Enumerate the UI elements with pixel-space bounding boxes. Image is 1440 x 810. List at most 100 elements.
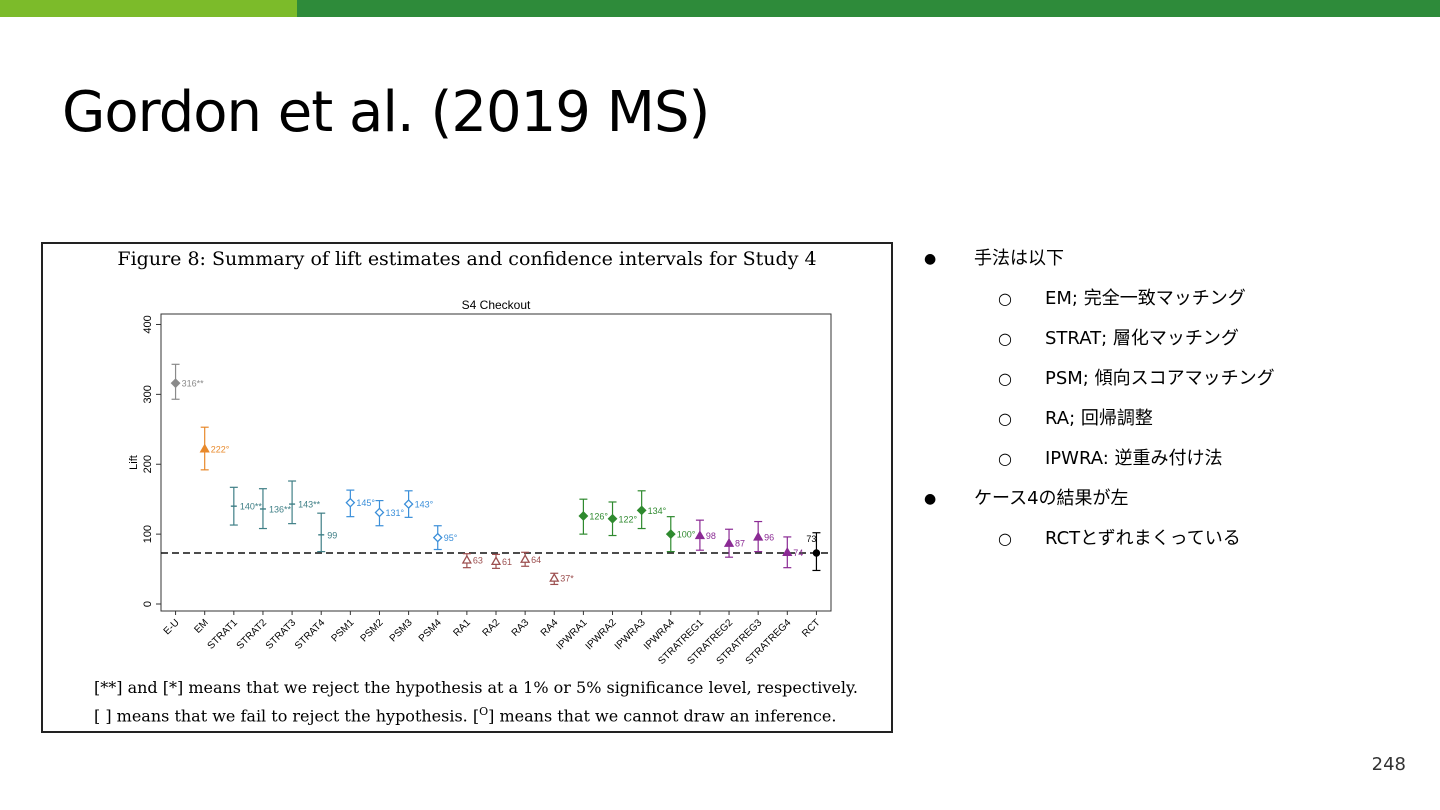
data-label: 73 (806, 534, 816, 544)
y-axis-label: Lift (128, 455, 140, 470)
sub-bullet-circle-icon: ○ (998, 369, 1012, 388)
page-number: 248 (1371, 754, 1406, 775)
point-marker (490, 556, 502, 566)
data-label: 95° (444, 533, 458, 543)
bullet-text: 手法は以下 (974, 248, 1064, 269)
point-marker (812, 549, 821, 557)
sub-bullet-text: RCTとずれまくっている (1045, 528, 1241, 549)
x-tick-label: RA3 (510, 617, 532, 639)
x-tick-label: RCT (800, 617, 822, 639)
sub-bullet-item: ○ RCTとずれまくっている (920, 524, 1420, 564)
data-label: 222° (211, 444, 230, 454)
bullet-text: ケース4の結果が左 (974, 488, 1129, 509)
figure-panel: Figure 8: Summary of lift estimates and … (41, 242, 893, 733)
point-marker (694, 530, 706, 540)
x-tick-label: E-U (162, 617, 182, 637)
point-marker (549, 572, 560, 582)
bullet-dot-icon: ● (924, 251, 937, 267)
point-marker (374, 507, 385, 518)
x-tick-label: STRAT3 (264, 617, 299, 652)
x-tick-label: STRAT1 (206, 617, 241, 652)
sub-bullet-text: PSM; 傾向スコアマッチング (1045, 368, 1275, 389)
sub-bullet-circle-icon: ○ (998, 329, 1012, 348)
sub-bullet-circle-icon: ○ (998, 529, 1012, 548)
figure-note-inference-sup: O (479, 705, 489, 718)
data-label: 131° (385, 508, 404, 518)
point-marker (520, 553, 531, 563)
x-tick-label: PSM2 (359, 617, 386, 644)
y-tick-label: 100 (142, 525, 154, 543)
x-tick-label: IPWRA2 (584, 617, 619, 652)
sub-bullet-text: EM; 完全一致マッチング (1045, 288, 1246, 309)
figure-note-inference-b: ] means that we cannot draw an inference… (488, 706, 837, 726)
sub-bullet-item: ○ STRAT; 層化マッチング (920, 324, 1420, 364)
bullet-dot-icon: ● (924, 491, 937, 507)
point-marker (432, 532, 443, 543)
data-label: 99 (327, 530, 337, 540)
sub-bullet-item: ○ EM; 完全一致マッチング (920, 284, 1420, 324)
data-label: 126° (589, 511, 608, 521)
y-tick-label: 300 (142, 385, 154, 403)
y-tick-label: 400 (142, 315, 154, 333)
bullet-item: ● 手法は以下 (920, 244, 1420, 284)
point-marker (170, 378, 181, 389)
x-tick-label: IPWRA3 (613, 617, 648, 652)
point-marker (636, 505, 647, 516)
figure-note-significance: [**] and [*] means that we reject the hy… (94, 678, 859, 697)
sub-bullet-text: IPWRA: 逆重み付け法 (1045, 448, 1223, 469)
data-label: 87 (735, 539, 745, 549)
data-label: 143° (415, 500, 434, 510)
data-label: 37* (560, 574, 574, 584)
data-label: 134° (648, 506, 667, 516)
x-tick-label: IPWRA1 (555, 617, 590, 652)
data-label: 316** (182, 379, 205, 389)
data-label: 143** (298, 500, 321, 510)
x-tick-label: RA2 (481, 617, 503, 639)
bullet-list: ● 手法は以下 ○ EM; 完全一致マッチング ○ STRAT; 層化マッチング ○ P… (920, 244, 1420, 564)
sub-bullet-item: ○ RA; 回帰調整 (920, 404, 1420, 444)
header-accent-bar-dark (297, 0, 1440, 17)
point-marker (578, 511, 589, 521)
data-label: 100° (677, 530, 696, 540)
y-tick-label: 200 (142, 455, 154, 473)
sub-bullet-circle-icon: ○ (998, 449, 1012, 468)
x-tick-label: RA1 (451, 617, 473, 639)
lift-chart: S4 Checkout Lift 0 100 200 300 400 E-U 316** EM 22… (128, 298, 832, 667)
data-label: 61 (502, 557, 512, 567)
sub-bullet-item: ○ IPWRA: 逆重み付け法 (920, 444, 1420, 484)
sub-bullet-item: ○ PSM; 傾向スコアマッチング (920, 364, 1420, 404)
point-marker (199, 443, 210, 453)
slide-title: Gordon et al. (2019 MS) (62, 80, 710, 145)
header-accent-bar-light (0, 0, 297, 17)
data-label: 96 (764, 532, 774, 542)
data-label: 98 (706, 531, 716, 541)
figure-note-inference: [ ] means that we fail to reject the hyp… (94, 705, 836, 725)
data-label: 74 (793, 548, 803, 558)
data-label: 136** (269, 504, 292, 514)
point-marker (607, 513, 618, 524)
x-tick-label: STRAT2 (235, 617, 270, 652)
x-tick-label: PSM3 (388, 617, 415, 644)
data-label: 145° (356, 498, 375, 508)
point-marker (345, 497, 356, 508)
sub-bullet-text: RA; 回帰調整 (1045, 408, 1153, 429)
x-tick-label: PSM1 (329, 617, 356, 644)
x-tick-label: STRAT4 (293, 617, 328, 652)
y-tick-label: 0 (142, 601, 154, 607)
point-marker (753, 531, 764, 541)
bullet-item: ● ケース4の結果が左 (920, 484, 1420, 524)
data-label: 63 (473, 555, 483, 565)
x-tick-label: PSM4 (417, 617, 444, 644)
point-marker (403, 499, 414, 509)
point-marker (782, 546, 793, 556)
x-tick-label: RA4 (539, 617, 561, 639)
point-marker (723, 537, 735, 547)
point-marker (665, 529, 676, 540)
data-label: 140** (240, 502, 263, 512)
chart-title: S4 Checkout (462, 298, 531, 312)
sub-bullet-circle-icon: ○ (998, 289, 1012, 308)
figure-caption: Figure 8: Summary of lift estimates and … (117, 248, 817, 270)
sub-bullet-circle-icon: ○ (998, 409, 1012, 428)
data-label: 122° (619, 514, 638, 524)
sub-bullet-text: STRAT; 層化マッチング (1045, 328, 1239, 349)
